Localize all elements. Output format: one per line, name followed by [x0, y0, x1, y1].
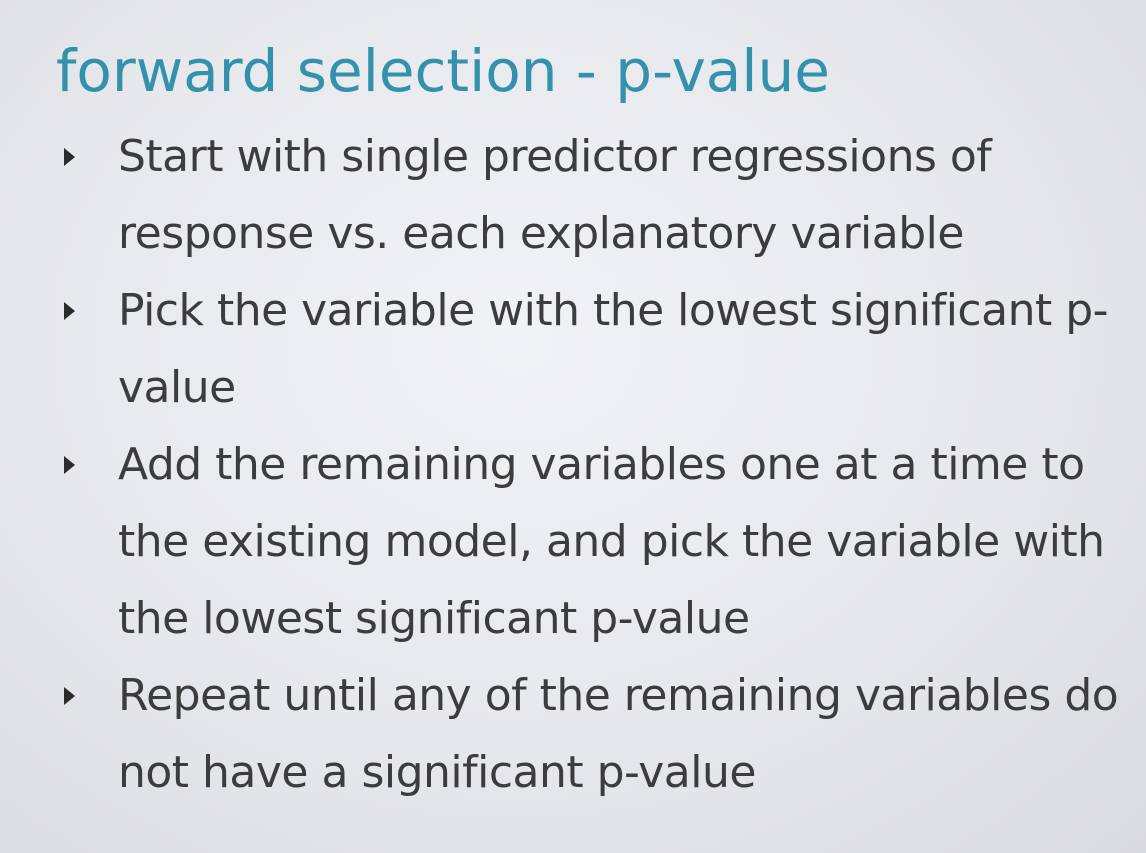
bullet-list: Start with single predictor regressions … [58, 118, 1128, 811]
triangle-bullet-icon [64, 302, 75, 320]
triangle-bullet-icon [64, 148, 75, 166]
bullet-item-3: Add the remaining variables one at a tim… [58, 426, 1128, 657]
triangle-bullet-icon [64, 687, 75, 705]
bullet-item-1: Start with single predictor regressions … [58, 118, 1128, 272]
triangle-bullet-icon [64, 456, 75, 474]
bullet-text: Start with single predictor regressions … [118, 131, 992, 259]
bullet-text: Repeat until any of the remaining variab… [118, 670, 1119, 798]
bullet-item-4: Repeat until any of the remaining variab… [58, 657, 1128, 811]
bullet-text: Pick the variable with the lowest signif… [118, 285, 1109, 413]
slide-title: forward selection - p-value [56, 37, 830, 105]
bullet-item-2: Pick the variable with the lowest signif… [58, 272, 1128, 426]
bullet-text: Add the remaining variables one at a tim… [118, 439, 1105, 644]
